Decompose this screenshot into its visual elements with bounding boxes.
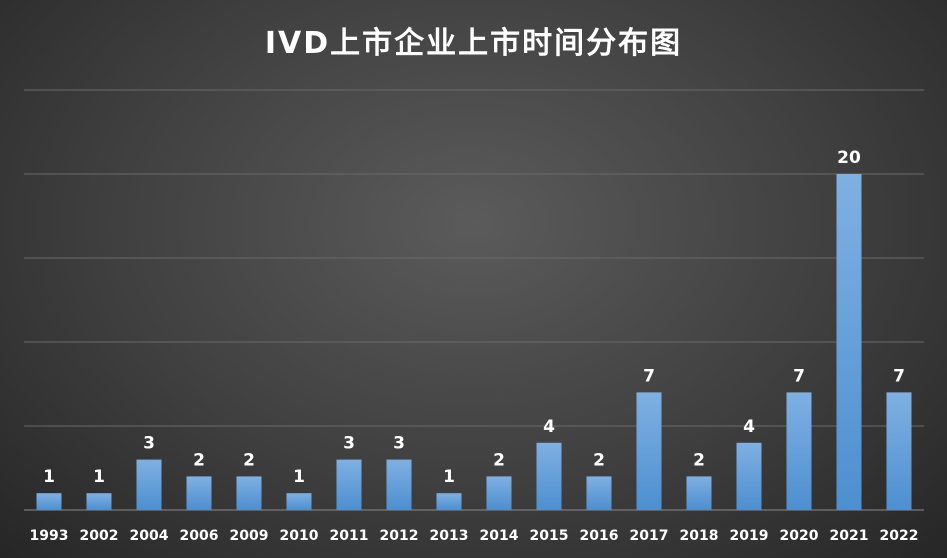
chart-title: IVD上市企业上市时间分布图 bbox=[264, 26, 683, 61]
data-label-2002: 1 bbox=[93, 467, 105, 487]
data-label-1993: 1 bbox=[43, 467, 55, 487]
data-label-2022: 7 bbox=[893, 366, 905, 386]
data-label-2021: 20 bbox=[837, 148, 861, 168]
x-tick-label-2014: 2014 bbox=[480, 528, 519, 544]
data-label-2015: 4 bbox=[543, 417, 555, 437]
bar-2020 bbox=[786, 392, 812, 510]
bar-2016 bbox=[586, 476, 612, 510]
x-tick-label-2022: 2022 bbox=[880, 528, 919, 544]
x-tick-label-2019: 2019 bbox=[730, 528, 769, 544]
bar-2011 bbox=[336, 459, 362, 510]
data-label-2004: 3 bbox=[143, 434, 155, 454]
data-label-2014: 2 bbox=[493, 450, 505, 470]
bar-2004 bbox=[136, 459, 162, 510]
data-label-2018: 2 bbox=[693, 450, 705, 470]
data-label-2009: 2 bbox=[243, 450, 255, 470]
x-tick-label-2010: 2010 bbox=[280, 528, 319, 544]
x-tick-label-2020: 2020 bbox=[780, 528, 819, 544]
x-tick-label-2012: 2012 bbox=[380, 528, 419, 544]
bar-2017 bbox=[636, 392, 662, 510]
x-tick-label-2013: 2013 bbox=[430, 528, 469, 544]
data-label-2013: 1 bbox=[443, 467, 455, 487]
x-tick-label-2006: 2006 bbox=[180, 528, 219, 544]
bar-2014 bbox=[486, 476, 512, 510]
x-tick-label-1993: 1993 bbox=[30, 528, 69, 544]
bar-2012 bbox=[386, 459, 412, 510]
data-label-2006: 2 bbox=[193, 450, 205, 470]
bar-2022 bbox=[886, 392, 912, 510]
x-tick-label-2011: 2011 bbox=[330, 528, 369, 544]
data-label-2011: 3 bbox=[343, 434, 355, 454]
data-label-2012: 3 bbox=[393, 434, 405, 454]
x-tick-label-2017: 2017 bbox=[630, 528, 669, 544]
x-tick-label-2002: 2002 bbox=[80, 528, 119, 544]
bar-2013 bbox=[436, 493, 462, 510]
bar-2015 bbox=[536, 442, 562, 510]
data-label-2020: 7 bbox=[793, 366, 805, 386]
data-label-2017: 7 bbox=[643, 366, 655, 386]
data-label-2010: 1 bbox=[293, 467, 305, 487]
x-tick-label-2018: 2018 bbox=[680, 528, 719, 544]
bar-2010 bbox=[286, 493, 312, 510]
data-label-2016: 2 bbox=[593, 450, 605, 470]
x-tick-label-2016: 2016 bbox=[580, 528, 619, 544]
x-tick-label-2015: 2015 bbox=[530, 528, 569, 544]
bar-2021 bbox=[836, 174, 862, 510]
bar-2018 bbox=[686, 476, 712, 510]
bar-2006 bbox=[186, 476, 212, 510]
bar-1993 bbox=[36, 493, 62, 510]
bar-2002 bbox=[86, 493, 112, 510]
bar-2019 bbox=[736, 442, 762, 510]
data-label-2019: 4 bbox=[743, 417, 755, 437]
x-tick-label-2009: 2009 bbox=[230, 528, 269, 544]
x-tick-label-2004: 2004 bbox=[130, 528, 169, 544]
x-tick-label-2021: 2021 bbox=[830, 528, 869, 544]
bar-2009 bbox=[236, 476, 262, 510]
